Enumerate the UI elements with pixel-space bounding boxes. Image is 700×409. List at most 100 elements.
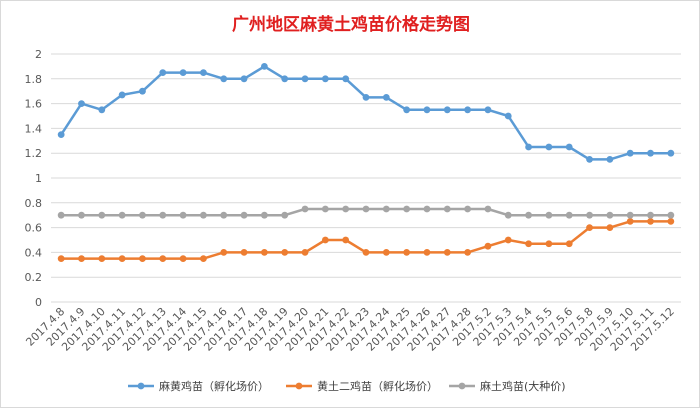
data-point bbox=[667, 211, 675, 219]
data-point bbox=[281, 211, 289, 219]
data-point bbox=[606, 156, 614, 163]
data-point bbox=[220, 249, 228, 256]
series-line bbox=[60, 65, 671, 161]
data-point bbox=[443, 106, 451, 114]
legend-item: 麻黄鸡苗（孵化场价） bbox=[128, 379, 269, 393]
data-point bbox=[484, 106, 492, 114]
data-point bbox=[362, 205, 370, 213]
data-point bbox=[443, 249, 451, 256]
data-point bbox=[281, 75, 289, 83]
series-layer bbox=[57, 63, 675, 262]
data-point bbox=[423, 249, 431, 256]
series-1 bbox=[57, 63, 675, 163]
data-point bbox=[159, 255, 167, 262]
data-point bbox=[78, 100, 85, 107]
data-point bbox=[179, 255, 187, 262]
data-point bbox=[260, 249, 268, 256]
data-point bbox=[504, 236, 512, 244]
data-point bbox=[240, 211, 248, 219]
data-point bbox=[200, 211, 207, 219]
data-point bbox=[606, 211, 614, 219]
data-point bbox=[240, 249, 248, 256]
data-point bbox=[667, 218, 675, 225]
data-point bbox=[423, 106, 431, 114]
data-point bbox=[565, 143, 573, 151]
y-axis-ticks: 0 0.2 0.4 0.6 0.8 1 1.2 1.4 1.6 1.8 2 bbox=[25, 48, 43, 309]
data-point bbox=[586, 156, 593, 163]
data-point bbox=[525, 143, 532, 151]
data-point bbox=[260, 63, 268, 70]
data-point bbox=[504, 211, 512, 219]
data-point bbox=[382, 205, 390, 213]
data-point bbox=[98, 106, 106, 114]
data-point bbox=[464, 205, 472, 213]
legend-swatch-marker bbox=[458, 382, 466, 390]
data-point bbox=[464, 106, 472, 114]
data-point bbox=[565, 211, 573, 219]
y-tick-label: 0.8 bbox=[25, 197, 43, 210]
y-tick-label: 0.2 bbox=[25, 271, 43, 284]
data-point bbox=[464, 249, 472, 256]
data-point bbox=[200, 69, 207, 76]
y-tick-label: 1.4 bbox=[25, 122, 43, 135]
y-tick-label: 1.8 bbox=[25, 73, 43, 86]
data-point bbox=[200, 255, 207, 262]
data-point bbox=[118, 211, 126, 219]
data-point bbox=[301, 75, 309, 83]
data-point bbox=[545, 240, 553, 248]
data-point bbox=[240, 75, 248, 83]
data-point bbox=[179, 211, 187, 219]
data-point bbox=[626, 149, 634, 157]
data-point bbox=[586, 224, 593, 232]
data-point bbox=[139, 211, 146, 219]
data-point bbox=[403, 249, 411, 256]
data-point bbox=[606, 224, 614, 232]
data-point bbox=[220, 211, 228, 219]
data-point bbox=[545, 211, 553, 219]
data-point bbox=[321, 205, 329, 213]
data-point bbox=[159, 69, 167, 76]
data-point bbox=[118, 91, 126, 99]
data-point bbox=[667, 149, 675, 157]
data-point bbox=[382, 249, 390, 256]
data-point bbox=[647, 218, 654, 225]
data-point bbox=[139, 255, 146, 262]
data-point bbox=[525, 211, 532, 219]
data-point bbox=[159, 211, 167, 219]
data-point bbox=[301, 249, 309, 256]
chart-title: 广州地区麻黄土鸡苗价格走势图 bbox=[232, 14, 470, 35]
data-point bbox=[57, 211, 65, 219]
data-point bbox=[118, 255, 126, 262]
data-point bbox=[301, 205, 309, 213]
data-point bbox=[647, 149, 654, 157]
data-point bbox=[484, 205, 492, 213]
data-point bbox=[403, 106, 411, 114]
series-3 bbox=[57, 205, 675, 219]
data-point bbox=[586, 211, 593, 219]
legend-item: 黄土二鸡苗（孵化场价） bbox=[286, 379, 438, 393]
data-point bbox=[382, 94, 390, 101]
gridlines bbox=[51, 53, 681, 303]
data-point bbox=[504, 112, 512, 120]
y-tick-label: 0 bbox=[35, 296, 42, 309]
legend-swatch-marker bbox=[295, 382, 303, 390]
data-point bbox=[342, 75, 350, 83]
data-point bbox=[179, 69, 187, 76]
data-point bbox=[484, 242, 492, 250]
data-point bbox=[139, 87, 146, 95]
series-2 bbox=[57, 218, 675, 262]
y-tick-label: 2 bbox=[35, 48, 42, 61]
legend-label: 麻黄鸡苗（孵化场价） bbox=[159, 379, 269, 393]
data-point bbox=[362, 94, 370, 101]
data-point bbox=[342, 236, 350, 244]
legend-swatch-marker bbox=[137, 382, 145, 390]
data-point bbox=[321, 75, 329, 83]
data-point bbox=[98, 255, 106, 262]
data-point bbox=[57, 255, 65, 262]
legend: 麻黄鸡苗（孵化场价） 黄土二鸡苗（孵化场价） 麻土鸡苗(大种价) bbox=[128, 379, 566, 393]
data-point bbox=[626, 218, 634, 225]
y-tick-label: 1 bbox=[35, 172, 42, 185]
legend-label: 麻土鸡苗(大种价) bbox=[480, 379, 566, 393]
data-point bbox=[321, 236, 329, 244]
